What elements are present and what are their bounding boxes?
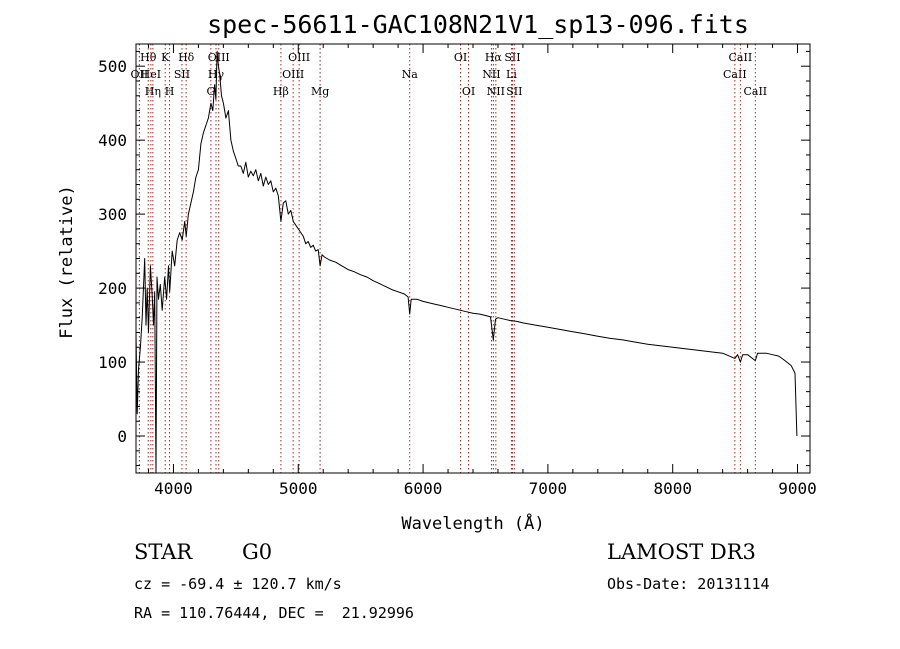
line-marker-label-11: Hβ	[273, 85, 289, 98]
line-marker-label-12: OIII	[282, 68, 304, 81]
line-marker-label-4: K	[161, 51, 170, 64]
line-marker-label-20: NII	[487, 85, 505, 98]
line-marker-label-15: Na	[402, 68, 419, 81]
y-tick-label: 0	[117, 427, 127, 446]
line-marker-label-0: OII	[131, 68, 149, 81]
series-layer	[135, 50, 798, 474]
x-tick-label: 5000	[279, 479, 318, 498]
line-marker-label-21: Li	[506, 68, 517, 81]
spectral-subclass: G0	[242, 540, 273, 564]
x-tick-label: 7000	[529, 479, 568, 498]
line-marker-label-14: Mg	[311, 85, 329, 98]
line-marker-label-19: Hα	[485, 51, 503, 64]
line-marker-label-24: CaII	[723, 68, 747, 81]
line-marker-label-7: Hδ	[178, 51, 195, 64]
object-type: STAR	[134, 540, 193, 564]
line-marker-label-5: H	[165, 85, 175, 98]
axis-ticks: 4000 5000 6000 7000 8000 9000 0 100 200 300 400 500	[98, 44, 817, 498]
y-axis-label: Flux (relative)	[57, 185, 77, 339]
y-tick-label: 300	[98, 205, 127, 224]
y-tick-label: 100	[98, 353, 127, 372]
line-marker-label-10: OIII	[208, 51, 230, 64]
coordinates: RA = 110.76444, DEC = 21.92996	[134, 604, 414, 622]
line-markers: OIIHθHeIHηKHSIIHδGHγOIIIHβOIIIOIIIMgNaOI…	[131, 44, 767, 473]
line-marker-label-23: SII	[506, 85, 522, 98]
x-tick-label: 9000	[778, 479, 817, 498]
x-tick-label: 8000	[653, 479, 692, 498]
survey-name: LAMOST DR3	[607, 540, 756, 564]
line-marker-label-26: CaII	[743, 85, 767, 98]
x-axis-label: Wavelength (Å)	[401, 512, 544, 534]
line-marker-label-22: SII	[504, 51, 520, 64]
line-marker-label-1: Hθ	[140, 51, 157, 64]
y-tick-label: 400	[98, 131, 127, 150]
line-marker-label-8: G	[206, 85, 215, 98]
line-marker-label-25: CaII	[729, 51, 753, 64]
line-marker-label-18: NII	[482, 68, 500, 81]
chart-title: spec-56611-GAC108N21V1_sp13-096.fits	[207, 10, 749, 39]
redshift-readout: cz = -69.4 ± 120.7 km/s	[134, 575, 342, 593]
line-marker-label-13: OIII	[288, 51, 310, 64]
line-marker-label-17: OI	[462, 85, 475, 98]
y-tick-label: 200	[98, 279, 127, 298]
plot-frame	[135, 43, 811, 474]
spectrum-series-0	[135, 50, 798, 474]
y-tick-label: 500	[98, 57, 127, 76]
line-marker-label-2: HeI	[141, 68, 161, 81]
x-tick-label: 4000	[154, 479, 193, 498]
line-marker-label-16: OI	[454, 51, 467, 64]
line-marker-label-3: Hη	[145, 85, 161, 98]
x-tick-label: 6000	[404, 479, 443, 498]
obs-date: Obs-Date: 20131114	[607, 575, 770, 593]
line-marker-label-6: SII	[174, 68, 190, 81]
